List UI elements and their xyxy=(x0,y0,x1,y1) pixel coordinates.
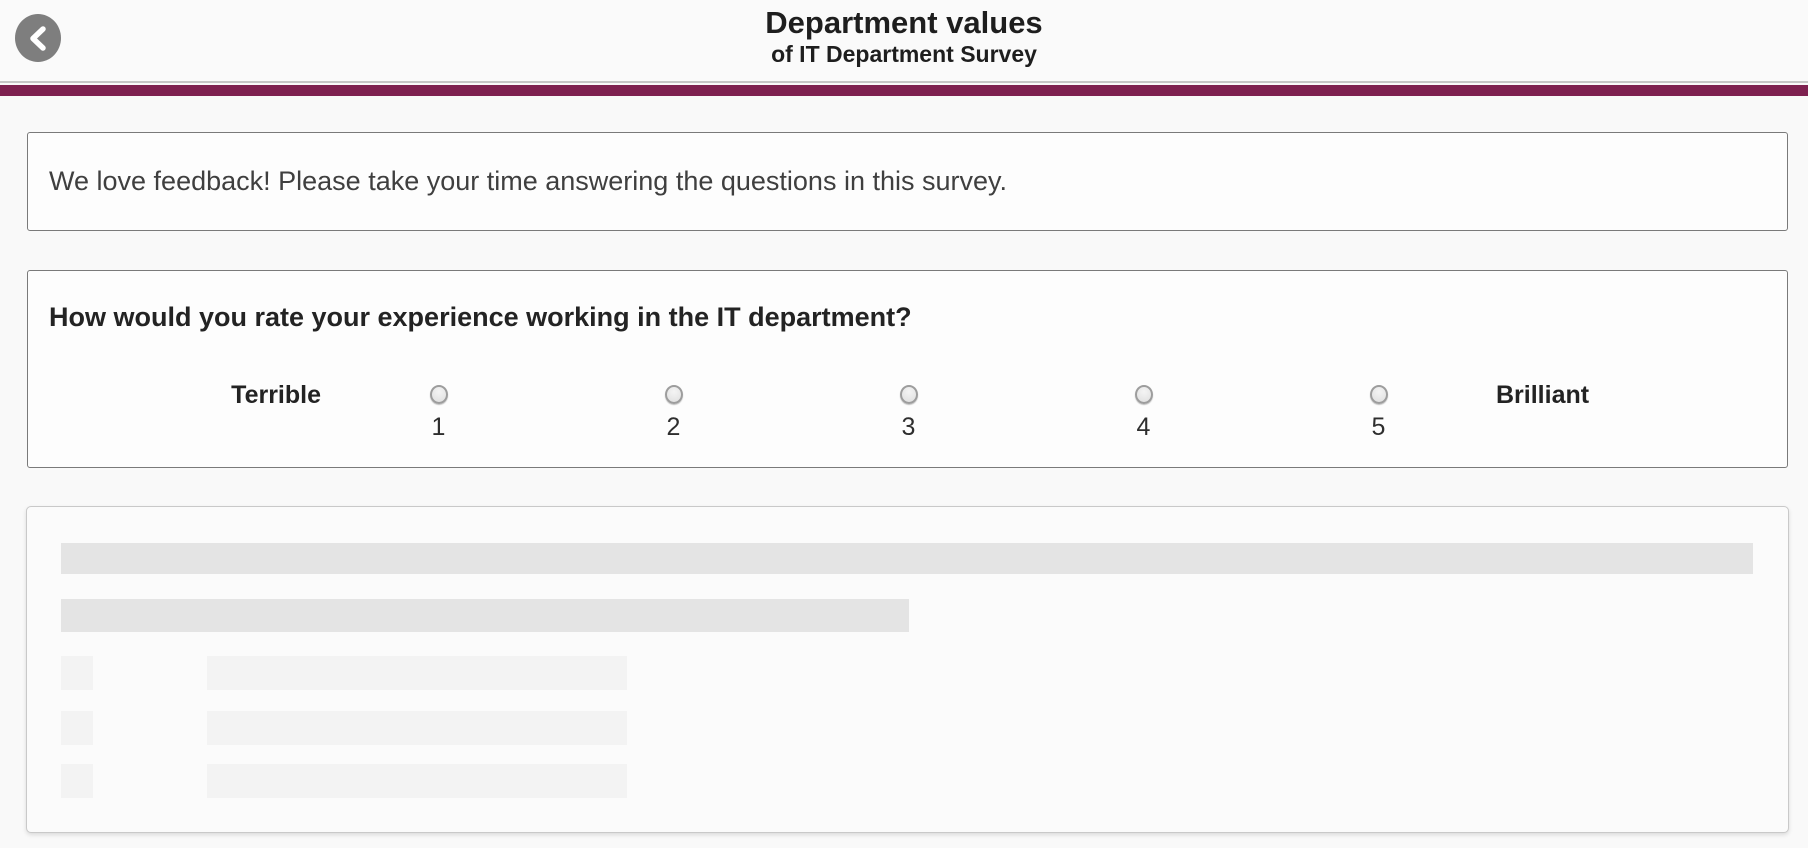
header-titles: Department values of IT Department Surve… xyxy=(0,5,1808,68)
skeleton-line xyxy=(207,764,627,798)
intro-card: We love feedback! Please take your time … xyxy=(27,132,1788,231)
skeleton-line xyxy=(207,711,627,745)
loading-skeleton-card xyxy=(26,506,1789,833)
rating-option-label: 3 xyxy=(901,413,916,441)
page-title: Department values xyxy=(765,5,1043,40)
rating-radio-2[interactable] xyxy=(664,385,683,404)
rating-radio-1[interactable] xyxy=(429,385,448,404)
rating-radio-3[interactable] xyxy=(899,385,918,404)
rating-option-label: 4 xyxy=(1136,413,1151,441)
scale-min-label: Terrible xyxy=(231,381,321,409)
question-card: How would you rate your experience worki… xyxy=(27,270,1788,468)
chevron-left-icon xyxy=(27,25,49,52)
header: Department values of IT Department Surve… xyxy=(0,0,1808,83)
rating-option-1: 1 xyxy=(321,385,556,441)
rating-radio-5[interactable] xyxy=(1369,385,1388,404)
rating-option-label: 5 xyxy=(1371,413,1386,441)
accent-bar xyxy=(0,85,1808,96)
skeleton-checkbox-placeholder xyxy=(61,711,93,745)
skeleton-bar xyxy=(61,599,909,632)
skeleton-checkbox-placeholder xyxy=(61,764,93,798)
rating-option-label: 2 xyxy=(666,413,681,441)
rating-option-5: 5 xyxy=(1261,385,1496,441)
rating-radio-4[interactable] xyxy=(1134,385,1153,404)
scale-max-label: Brilliant xyxy=(1496,381,1590,409)
skeleton-checkbox-placeholder xyxy=(61,656,93,690)
rating-option-label: 1 xyxy=(431,413,446,441)
page-subtitle: of IT Department Survey xyxy=(771,41,1037,67)
skeleton-line xyxy=(207,656,627,690)
rating-option-2: 2 xyxy=(556,385,791,441)
skeleton-bar xyxy=(61,543,1753,574)
back-button[interactable] xyxy=(15,14,61,62)
rating-option-4: 4 xyxy=(1026,385,1261,441)
question-text: How would you rate your experience worki… xyxy=(49,302,912,332)
intro-text: We love feedback! Please take your time … xyxy=(49,166,1007,196)
rating-option-3: 3 xyxy=(791,385,1026,441)
rating-scale: Terrible 1 2 3 4 5 Brilliant xyxy=(49,381,1766,442)
